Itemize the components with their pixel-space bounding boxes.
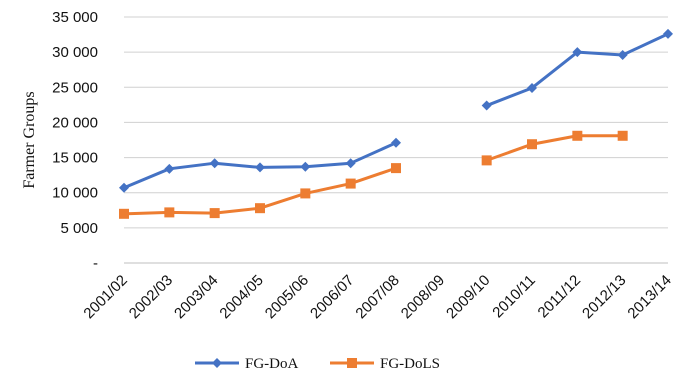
data-point — [164, 207, 175, 218]
series-FG-DoLS — [119, 130, 628, 219]
data-point — [391, 137, 401, 148]
legend: FG-DoA FG-DoLS — [195, 356, 440, 372]
y-tick-label: 30 000 — [52, 44, 98, 61]
gridlines — [124, 16, 668, 264]
data-point — [617, 130, 628, 141]
data-point — [663, 28, 673, 39]
y-tick-label: 35 000 — [52, 9, 98, 26]
data-point — [481, 100, 492, 111]
x-tick-label: 2004/05 — [216, 272, 266, 322]
y-tick-label: 20 000 — [52, 114, 98, 131]
data-point — [391, 163, 401, 174]
x-tick-label: 2013/14 — [624, 272, 674, 322]
data-point — [527, 82, 537, 93]
y-tick-label: 10 000 — [52, 185, 98, 202]
x-tick-label: 2003/04 — [171, 272, 221, 322]
legend-label: FG-DoA — [245, 356, 299, 372]
y-axis-ticks: - 5 000 10 000 15 000 20 000 25 000 30 000 35 0… — [52, 9, 98, 272]
x-tick-label: 2012/13 — [579, 272, 629, 322]
x-axis-ticks: 2001/022002/032003/042004/052005/062006/… — [80, 272, 674, 322]
data-point — [300, 161, 311, 172]
data-point — [119, 208, 129, 219]
legend-label: FG-DoLS — [380, 356, 440, 372]
data-point — [345, 178, 356, 189]
data-point — [164, 163, 175, 174]
legend-marker — [347, 358, 357, 368]
data-point — [572, 47, 583, 58]
x-tick-label: 2001/02 — [80, 272, 130, 322]
x-tick-label: 2007/08 — [352, 272, 402, 322]
x-tick-label: 2005/06 — [262, 272, 312, 322]
series-layer — [119, 28, 673, 219]
x-tick-label: 2006/07 — [307, 272, 357, 322]
y-tick-label: 15 000 — [52, 150, 98, 167]
x-tick-label: 2010/11 — [489, 272, 539, 322]
y-tick-label: 25 000 — [52, 79, 98, 96]
data-point — [255, 162, 265, 173]
y-axis-label: Farmer Groups — [21, 91, 38, 188]
x-tick-label: 2008/09 — [398, 272, 448, 322]
data-point — [527, 139, 537, 150]
data-point — [481, 155, 492, 166]
legend-marker — [212, 358, 222, 368]
data-point — [572, 130, 583, 141]
y-tick-label: 5 000 — [60, 220, 98, 237]
data-point — [617, 49, 628, 60]
series-FG-DoA — [119, 28, 673, 193]
data-point — [209, 158, 220, 169]
series-line — [486, 134, 623, 162]
y-tick-label: - — [93, 255, 98, 272]
series-line — [486, 32, 669, 107]
data-point — [255, 203, 265, 214]
data-point — [300, 188, 311, 199]
data-point — [119, 182, 129, 193]
x-tick-label: 2009/10 — [443, 272, 493, 322]
data-point — [345, 158, 356, 169]
x-tick-label: 2002/03 — [126, 272, 176, 322]
data-point — [209, 208, 220, 219]
x-tick-label: 2011/12 — [535, 272, 585, 322]
